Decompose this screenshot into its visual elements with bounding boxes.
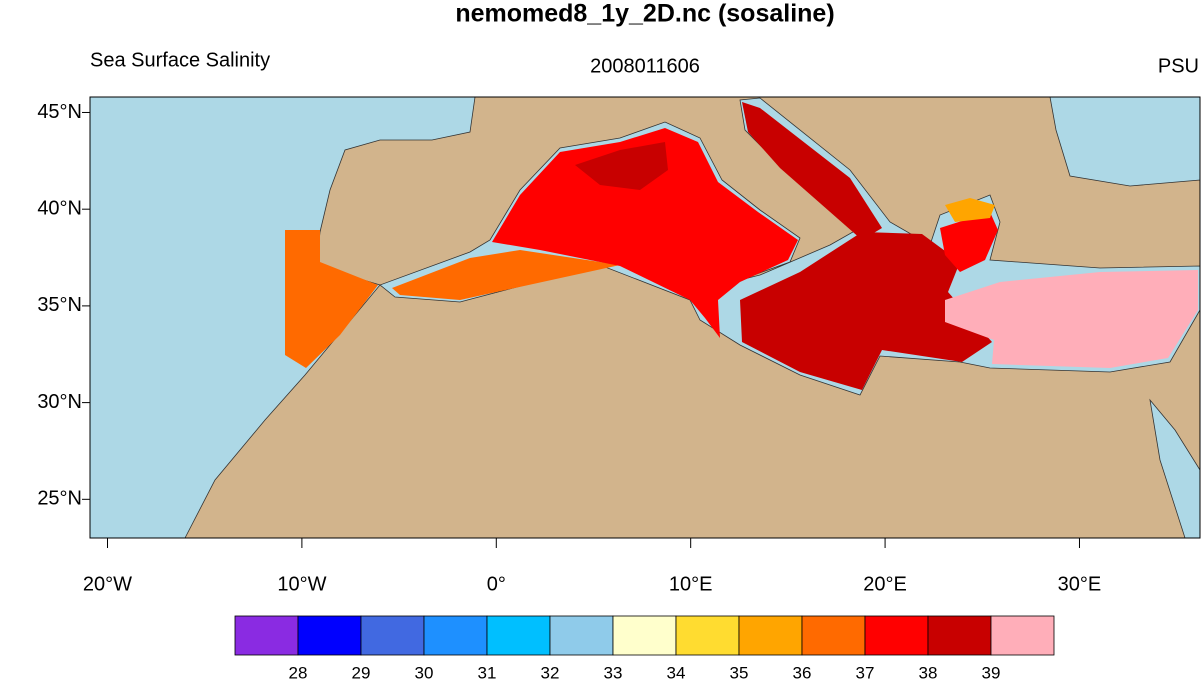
map-layers: [89, 96, 1201, 539]
colorbar-label: 35: [730, 663, 749, 682]
adriatic: [742, 102, 882, 240]
colorbar-label: 39: [982, 663, 1001, 682]
axes: 20°W 10°W 0° 10°E 20°E 30°E 25°N 30°N 35°N 40°N 45…: [37, 101, 1101, 596]
western-med: [492, 128, 798, 338]
colorbar-box: [864, 615, 929, 656]
atlantic-patch: [285, 230, 378, 368]
ionian: [740, 232, 992, 390]
colorbar-label: 31: [478, 663, 497, 682]
y-tick-label: 25°N: [37, 488, 82, 510]
x-tick-label: 30°E: [1058, 573, 1102, 595]
colorbar-label: 36: [793, 663, 812, 682]
colorbar-box: [360, 615, 425, 656]
colorbar-box: [990, 615, 1055, 656]
y-tick-label: 45°N: [37, 101, 82, 123]
colorbar-box: [423, 615, 488, 656]
colorbar-box: [801, 615, 866, 656]
colorbar-label: 30: [415, 663, 434, 682]
aegean: [940, 212, 998, 272]
y-tick-label: 40°N: [37, 197, 82, 219]
left-string: Sea Surface Salinity: [90, 49, 270, 71]
colorbar-box: [927, 615, 992, 656]
colorbar-label: 28: [289, 663, 308, 682]
colorbar-box: [549, 615, 614, 656]
colorbar-label: 38: [919, 663, 938, 682]
black-sea: [1049, 96, 1201, 187]
colorbar-label: 33: [604, 663, 623, 682]
y-tick-label: 35°N: [37, 294, 82, 316]
x-tick-label: 20°W: [83, 573, 132, 595]
colorbar-box: [297, 615, 362, 656]
x-tick-label: 20°E: [863, 573, 907, 595]
colorbar-box: [612, 615, 677, 656]
levantine: [945, 270, 1198, 368]
tyrrhenian-core: [575, 142, 668, 190]
marmara: [945, 198, 995, 222]
y-tick-label: 30°N: [37, 391, 82, 413]
x-tick-label: 10°E: [669, 573, 713, 595]
colorbar-box: [675, 615, 740, 656]
center-string: 2008011606: [590, 55, 700, 77]
colorbar-label: 37: [856, 663, 875, 682]
right-string: PSU: [1158, 55, 1199, 77]
title: nemomed8_1y_2D.nc (sosaline): [455, 0, 834, 28]
x-tick-label: 10°W: [277, 573, 326, 595]
alboran: [392, 250, 620, 300]
colorbar-box: [486, 615, 551, 656]
map-frame: [89, 96, 1201, 539]
colorbar-box: [738, 615, 803, 656]
colorbar-box: [234, 615, 299, 656]
colorbar-label: 32: [541, 663, 560, 682]
x-tick-label: 0°: [487, 573, 506, 595]
colorbar-label: 29: [352, 663, 371, 682]
colorbar-label: 34: [667, 663, 686, 682]
colorbar: 28 29 30 31 32 33 34 35 36 37 38 39: [234, 615, 1055, 682]
